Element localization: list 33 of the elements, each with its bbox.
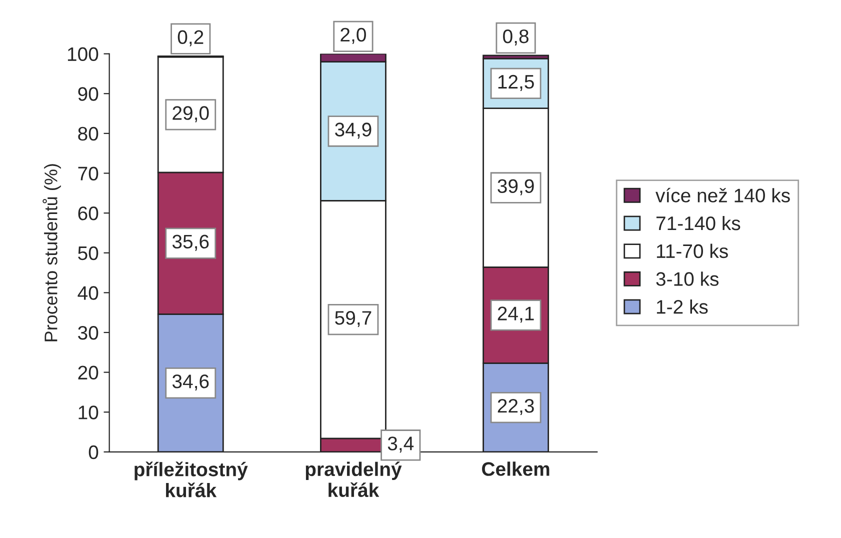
data-label: 3,4 — [388, 436, 414, 453]
data-label: 35,6 — [172, 234, 209, 251]
y-tick-label: 20 — [78, 366, 98, 380]
legend-label: 71-140 ks — [656, 216, 740, 230]
y-tick-label: 0 — [88, 445, 98, 460]
y-tick-label: 40 — [78, 286, 98, 300]
data-label: 22,3 — [498, 398, 534, 416]
y-tick-label: 30 — [78, 326, 98, 340]
y-tick-label: 70 — [78, 166, 98, 180]
y-axis-title: Procento studentů (%) — [42, 164, 61, 342]
data-label: 59,7 — [335, 310, 372, 328]
y-tick-label: 90 — [78, 87, 98, 101]
legend-label: 3-10 ks — [656, 272, 719, 286]
y-tick-label: 50 — [78, 246, 98, 260]
y-tick-label: 100 — [68, 47, 98, 62]
data-label: 34,9 — [335, 122, 372, 139]
data-label: 39,9 — [498, 179, 534, 196]
data-label: 0,8 — [503, 29, 528, 46]
x-tick-label: příležitostný kuřák — [134, 462, 248, 498]
legend-label: 11-70 ks — [656, 244, 728, 258]
x-tick-label: pravidelný kuřák — [306, 462, 402, 498]
data-label: 2,0 — [340, 28, 366, 44]
legend-label: 1-2 ks — [656, 299, 708, 314]
y-tick-label: 80 — [78, 126, 98, 141]
data-label: 24,1 — [498, 306, 534, 323]
data-label: 34,6 — [172, 374, 209, 391]
data-label: 12,5 — [498, 74, 534, 91]
x-tick-label: Celkem — [482, 462, 550, 476]
data-label: 29,0 — [172, 106, 209, 122]
y-tick-label: 10 — [78, 406, 98, 420]
y-tick-label: 60 — [78, 206, 98, 220]
data-label: 0,2 — [178, 30, 204, 46]
legend-label: více než 140 ks — [656, 188, 790, 202]
